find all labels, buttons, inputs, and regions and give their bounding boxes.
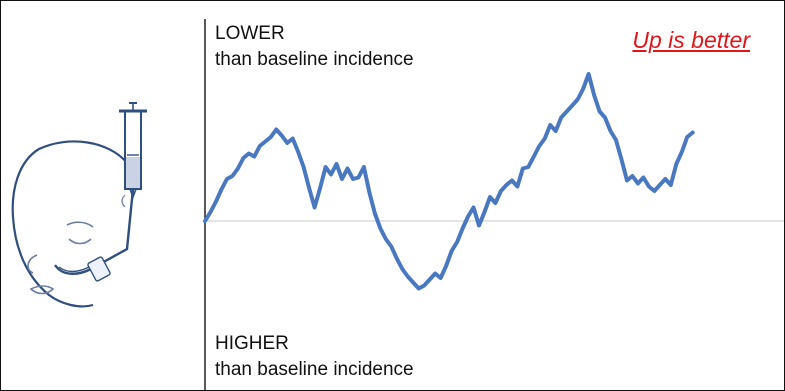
upper-subtext: than baseline incidence: [215, 49, 414, 70]
lower-heading: HIGHER: [215, 333, 289, 354]
lower-subtext: than baseline incidence: [215, 359, 414, 380]
lower-annotation: HIGHER than baseline incidence: [215, 331, 414, 383]
infant-face-with-nasogastric-tube-icon: [11, 102, 147, 308]
upper-annotation: LOWER than baseline incidence: [215, 21, 414, 73]
series-line: [203, 72, 695, 291]
upper-heading: LOWER: [215, 23, 285, 44]
direction-note: Up is better: [632, 27, 750, 53]
